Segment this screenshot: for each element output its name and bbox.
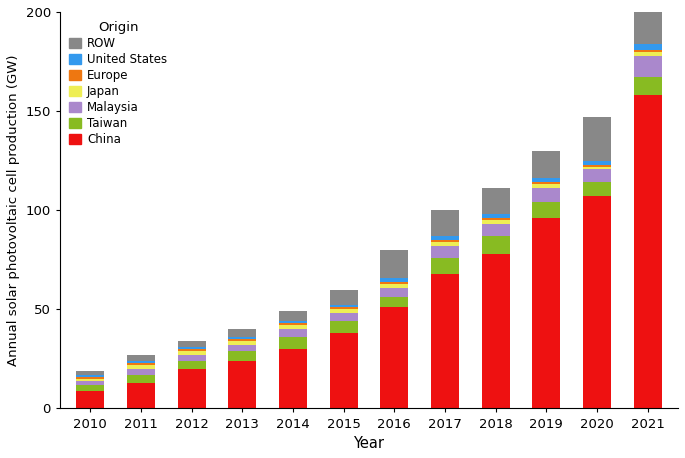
Bar [329,307,358,309]
Bar [228,337,256,339]
Bar [279,337,307,349]
Bar [279,325,307,329]
Bar [127,369,155,375]
Bar [431,258,459,273]
Bar [329,321,358,333]
Bar [127,365,155,369]
Bar [431,273,459,409]
Bar [76,379,104,381]
Bar [228,361,256,409]
Bar [532,185,560,188]
Legend: ROW, United States, Europe, Japan, Malaysia, Taiwan, China: ROW, United States, Europe, Japan, Malay… [66,18,171,150]
Bar [532,151,560,179]
Bar [431,210,459,236]
Bar [532,182,560,185]
Bar [329,309,358,313]
Bar [76,391,104,409]
Bar [177,341,205,347]
Bar [76,371,104,375]
Bar [76,385,104,391]
Bar [279,349,307,409]
Bar [177,351,205,355]
Bar [482,188,510,214]
Bar [76,381,104,385]
Bar [532,188,560,202]
Bar [634,44,662,49]
Bar [482,236,510,254]
Bar [634,49,662,52]
Bar [76,377,104,379]
Bar [431,240,459,242]
Bar [583,164,611,167]
Bar [431,236,459,240]
Bar [329,313,358,321]
Bar [583,167,611,169]
Bar [177,347,205,349]
Bar [279,329,307,337]
Bar [127,361,155,363]
Bar [279,323,307,325]
Bar [583,196,611,409]
Bar [380,282,408,284]
Bar [634,6,662,44]
Bar [532,218,560,409]
Bar [634,52,662,55]
Bar [482,218,510,220]
Bar [482,224,510,236]
Bar [76,375,104,377]
Bar [583,117,611,161]
Bar [532,179,560,182]
Bar [329,305,358,307]
Bar [329,289,358,305]
Bar [127,383,155,409]
Bar [482,214,510,218]
Bar [583,161,611,164]
Bar [583,182,611,196]
Bar [431,246,459,258]
Y-axis label: Annual solar photovoltaic cell production (GW): Annual solar photovoltaic cell productio… [7,55,20,366]
Bar [177,361,205,369]
Bar [177,355,205,361]
Bar [127,355,155,361]
Bar [380,297,408,307]
Bar [583,169,611,182]
Bar [279,311,307,321]
Bar [380,250,408,278]
X-axis label: Year: Year [353,436,384,451]
Bar [329,333,358,409]
Bar [431,242,459,246]
Bar [532,202,560,218]
Bar [177,369,205,409]
Bar [634,95,662,409]
Bar [634,77,662,95]
Bar [279,321,307,323]
Bar [127,375,155,383]
Bar [228,341,256,345]
Bar [380,284,408,288]
Bar [228,339,256,341]
Bar [634,55,662,77]
Bar [482,220,510,224]
Bar [177,349,205,351]
Bar [380,278,408,282]
Bar [228,345,256,351]
Bar [380,288,408,297]
Bar [380,307,408,409]
Bar [228,329,256,337]
Bar [482,254,510,409]
Bar [127,363,155,365]
Bar [228,351,256,361]
